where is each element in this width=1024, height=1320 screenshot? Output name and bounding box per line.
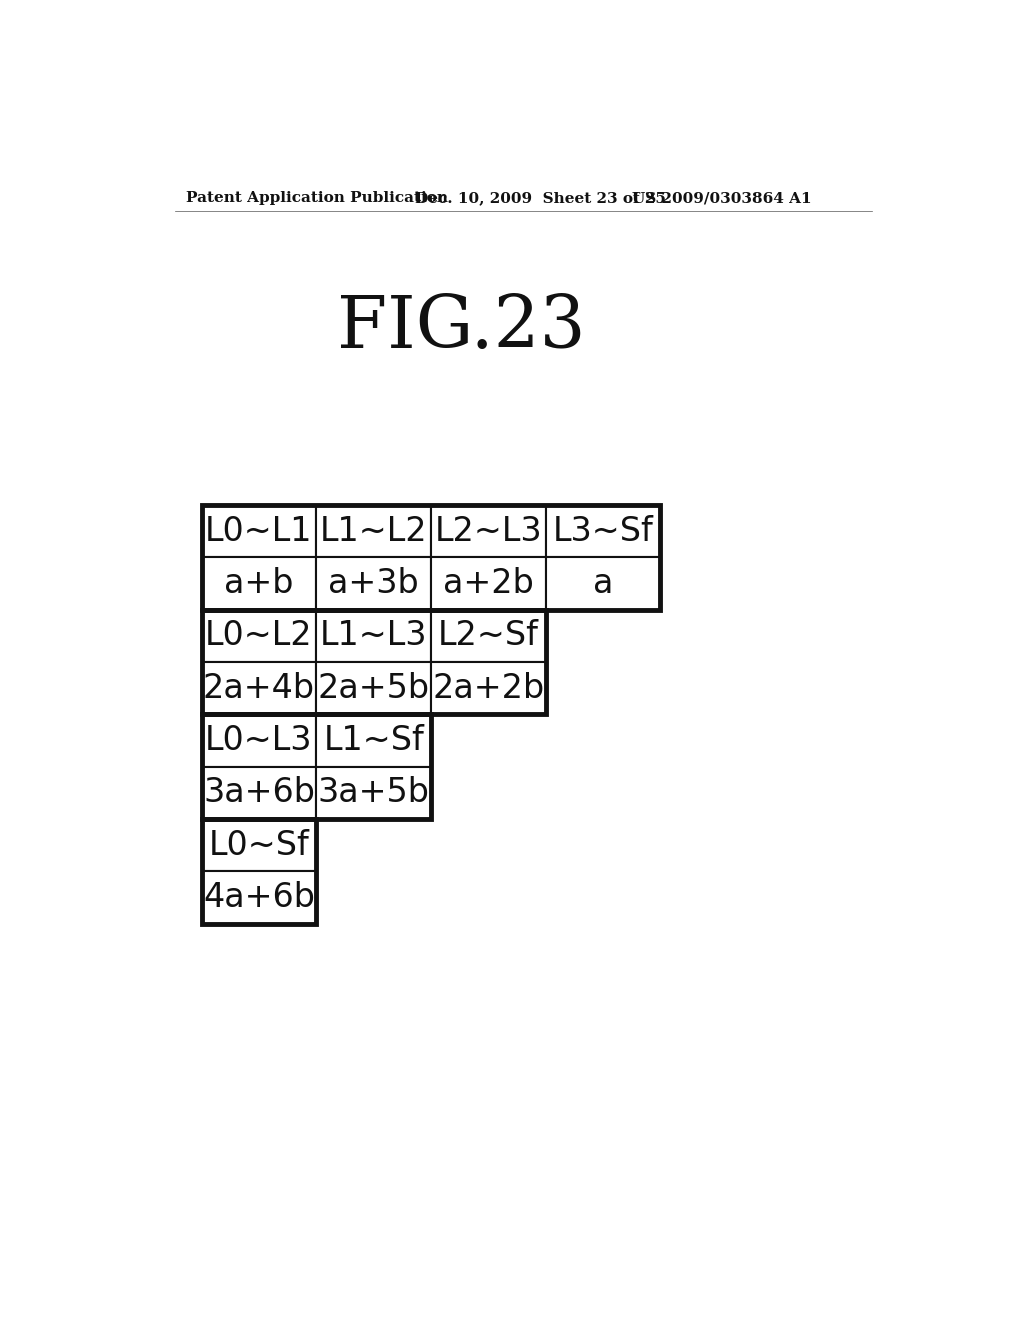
Bar [431, 610, 546, 663]
Bar [431, 504, 546, 557]
Bar [546, 504, 660, 557]
Bar [316, 504, 431, 557]
Bar [202, 504, 316, 557]
Text: L0∼L3: L0∼L3 [205, 723, 312, 758]
Text: 2a+5b: 2a+5b [317, 672, 430, 705]
Bar [202, 610, 316, 663]
Text: a: a [593, 568, 613, 599]
Bar [202, 818, 316, 871]
Bar [316, 557, 431, 610]
Bar [316, 663, 431, 714]
Text: a+3b: a+3b [329, 568, 419, 599]
Text: Dec. 10, 2009  Sheet 23 of 25: Dec. 10, 2009 Sheet 23 of 25 [415, 191, 666, 206]
Bar [202, 663, 316, 714]
Bar [202, 506, 660, 610]
Text: 3a+6b: 3a+6b [203, 776, 315, 809]
Bar [431, 663, 546, 714]
Bar [202, 714, 316, 767]
Bar [316, 610, 431, 663]
Text: L2∼L3: L2∼L3 [434, 515, 542, 548]
Bar [202, 818, 316, 924]
Bar [202, 714, 431, 818]
Text: 2a+2b: 2a+2b [432, 672, 545, 705]
Text: FIG.23: FIG.23 [337, 293, 586, 363]
Text: Patent Application Publication: Patent Application Publication [186, 191, 449, 206]
Bar [431, 557, 546, 610]
Text: a+2b: a+2b [443, 568, 534, 599]
Bar [316, 714, 431, 767]
Bar [202, 767, 316, 818]
Text: US 2009/0303864 A1: US 2009/0303864 A1 [632, 191, 811, 206]
Bar [202, 610, 546, 714]
Text: L1∼L2: L1∼L2 [319, 515, 427, 548]
Text: 3a+5b: 3a+5b [317, 776, 430, 809]
Bar [546, 557, 660, 610]
Text: L0∼Sf: L0∼Sf [209, 829, 309, 862]
Text: L1∼Sf: L1∼Sf [324, 723, 424, 758]
Text: 2a+4b: 2a+4b [203, 672, 315, 705]
Text: L0∼L2: L0∼L2 [205, 619, 312, 652]
Text: L3∼Sf: L3∼Sf [553, 515, 653, 548]
Text: 4a+6b: 4a+6b [203, 882, 315, 913]
Bar [316, 767, 431, 818]
Text: L0∼L1: L0∼L1 [205, 515, 312, 548]
Bar [202, 557, 316, 610]
Text: L2∼Sf: L2∼Sf [438, 619, 539, 652]
Bar [202, 871, 316, 924]
Text: a+b: a+b [224, 568, 294, 599]
Text: L1∼L3: L1∼L3 [319, 619, 427, 652]
